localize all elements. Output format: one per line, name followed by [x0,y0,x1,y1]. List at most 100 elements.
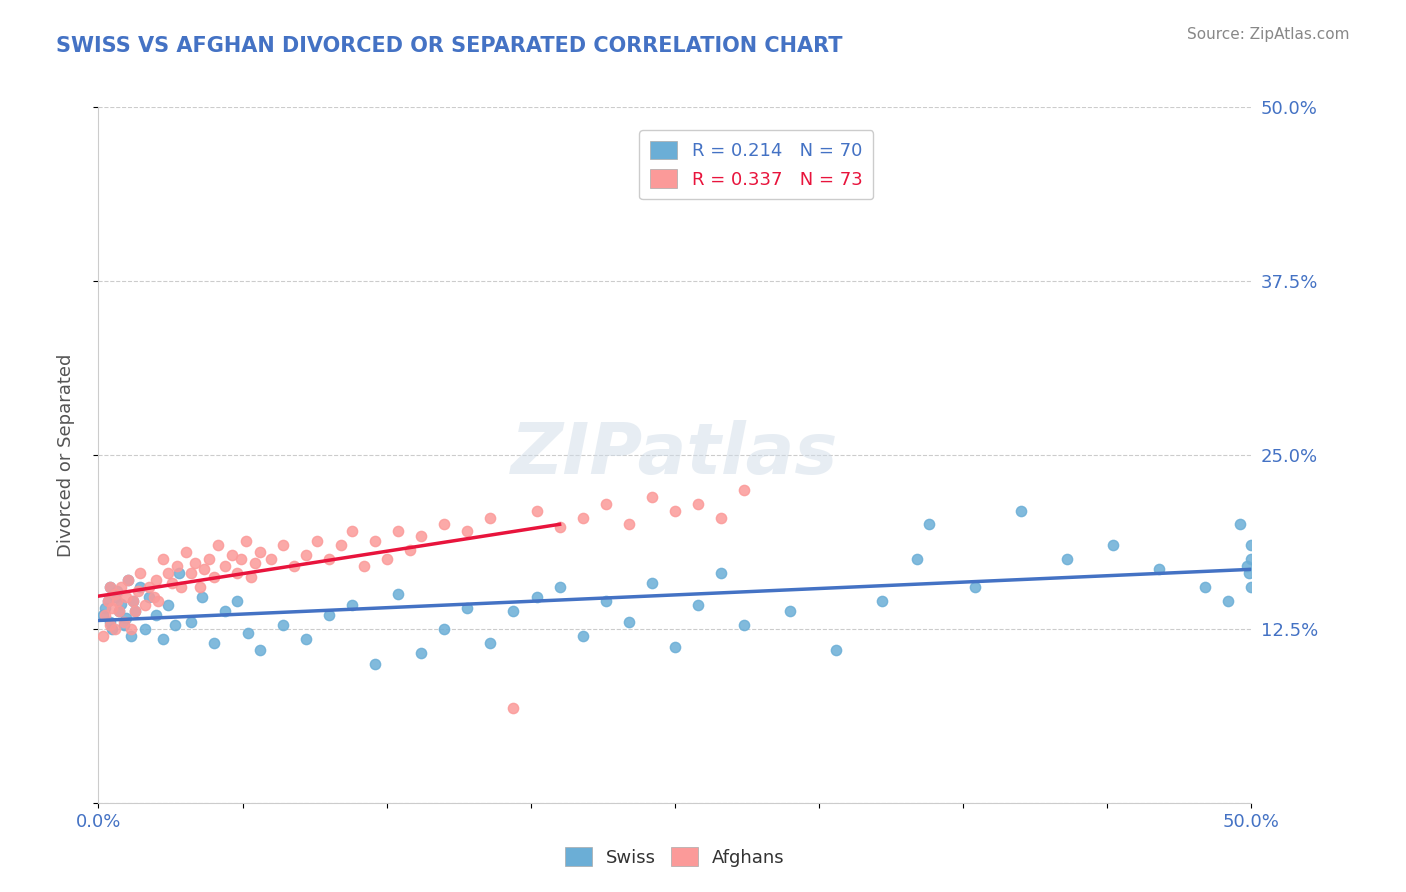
Text: ZIPatlas: ZIPatlas [512,420,838,490]
Point [207,538,229,552]
Point [433,517,456,532]
Point [686,497,709,511]
Point [1240,552,1263,566]
Point [364,534,387,549]
Point [710,566,733,581]
Point [526,503,548,517]
Point [148,594,170,608]
Point [318,552,340,566]
Point [105,584,128,599]
Point [138,590,160,604]
Text: Source: ZipAtlas.com: Source: ZipAtlas.com [1187,27,1350,42]
Point [456,524,478,539]
Point [221,548,243,562]
Point [129,566,152,581]
Point [120,629,142,643]
Point [329,538,352,552]
Point [225,566,247,581]
Point [617,615,640,629]
Point [142,590,165,604]
Point [122,594,145,608]
Point [235,534,257,549]
Point [249,642,271,657]
Point [548,580,571,594]
Point [1147,562,1170,576]
Y-axis label: Divorced or Separated: Divorced or Separated [56,353,75,557]
Point [101,622,124,636]
Point [214,604,236,618]
Point [156,566,179,581]
Point [479,636,502,650]
Point [108,604,131,618]
Point [1010,503,1032,517]
Point [271,617,294,632]
Point [145,573,167,587]
Point [120,622,142,636]
Point [170,580,193,594]
Point [375,552,398,566]
Point [1229,517,1251,532]
Point [825,642,848,657]
Point [166,559,188,574]
Point [318,607,340,622]
Point [98,615,121,629]
Point [387,524,409,539]
Point [1056,552,1078,566]
Point [134,598,156,612]
Point [686,598,709,612]
Point [295,632,318,646]
Point [180,566,202,581]
Point [180,615,202,629]
Point [340,524,363,539]
Point [433,622,456,636]
Point [167,566,190,581]
Point [710,510,733,524]
Point [1218,594,1240,608]
Point [271,538,294,552]
Point [595,497,617,511]
Point [260,552,283,566]
Point [571,629,593,643]
Point [548,520,571,534]
Point [97,594,120,608]
Text: SWISS VS AFGHAN DIVORCED OR SEPARATED CORRELATION CHART: SWISS VS AFGHAN DIVORCED OR SEPARATED CO… [56,36,842,55]
Point [411,528,433,542]
Point [112,617,135,632]
Point [398,542,420,557]
Point [117,573,139,587]
Point [134,622,156,636]
Point [152,552,174,566]
Point [184,557,207,571]
Point [122,594,145,608]
Point [239,570,262,584]
Point [202,570,225,584]
Point [174,545,197,559]
Point [98,580,121,594]
Point [641,490,664,504]
Point [94,607,117,622]
Point [193,562,215,576]
Legend: Swiss, Afghans: Swiss, Afghans [558,840,792,874]
Point [456,601,478,615]
Point [115,590,138,604]
Point [103,590,125,604]
Point [1236,559,1258,574]
Point [733,483,755,497]
Point [124,604,146,618]
Point [1237,566,1260,581]
Point [917,517,939,532]
Point [617,517,640,532]
Point [905,552,928,566]
Point [108,604,131,618]
Point [117,573,139,587]
Point [733,617,755,632]
Point [526,590,548,604]
Point [97,594,120,608]
Point [202,636,225,650]
Point [156,598,179,612]
Point [664,640,686,654]
Point [152,632,174,646]
Point [1240,580,1263,594]
Point [191,590,214,604]
Point [145,607,167,622]
